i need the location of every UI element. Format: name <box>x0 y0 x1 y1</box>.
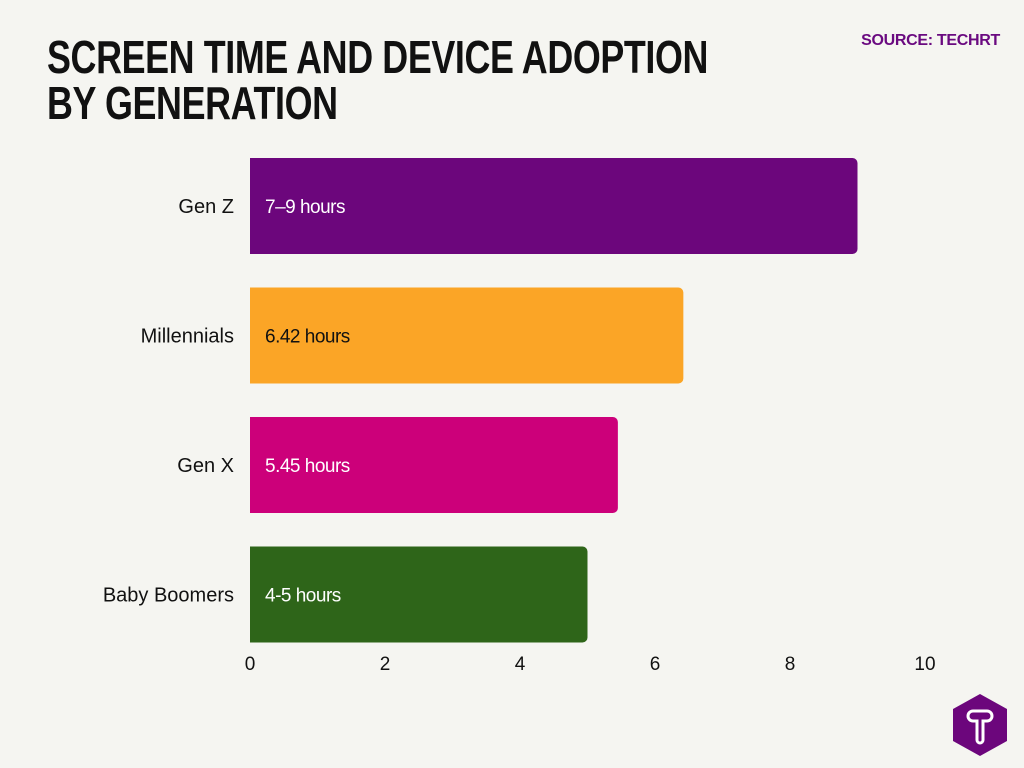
x-tick-label: 8 <box>785 654 796 675</box>
techrt-logo-icon <box>953 694 1007 756</box>
data-label: 7–9 hours <box>265 197 345 218</box>
category-label: Millennials <box>141 326 234 348</box>
category-label: Baby Boomers <box>103 585 234 607</box>
x-tick-label: 0 <box>245 654 256 675</box>
source-label: SOURCE: TECHRT <box>861 32 1000 49</box>
x-tick-label: 10 <box>914 654 935 675</box>
category-label: Gen X <box>177 455 234 477</box>
chart-title: Screen Time and Device Adoption by Gener… <box>47 31 709 129</box>
bar <box>250 158 858 254</box>
category-label: Gen Z <box>178 196 234 218</box>
bar <box>250 287 684 384</box>
data-label: 6.42 hours <box>265 327 350 348</box>
data-label: 5.45 hours <box>265 456 350 477</box>
data-label: 4-5 hours <box>265 586 341 607</box>
x-tick-label: 2 <box>380 654 391 675</box>
bar <box>250 546 588 643</box>
x-tick-label: 6 <box>650 654 661 675</box>
bar <box>250 417 618 513</box>
x-tick-label: 4 <box>515 654 526 675</box>
